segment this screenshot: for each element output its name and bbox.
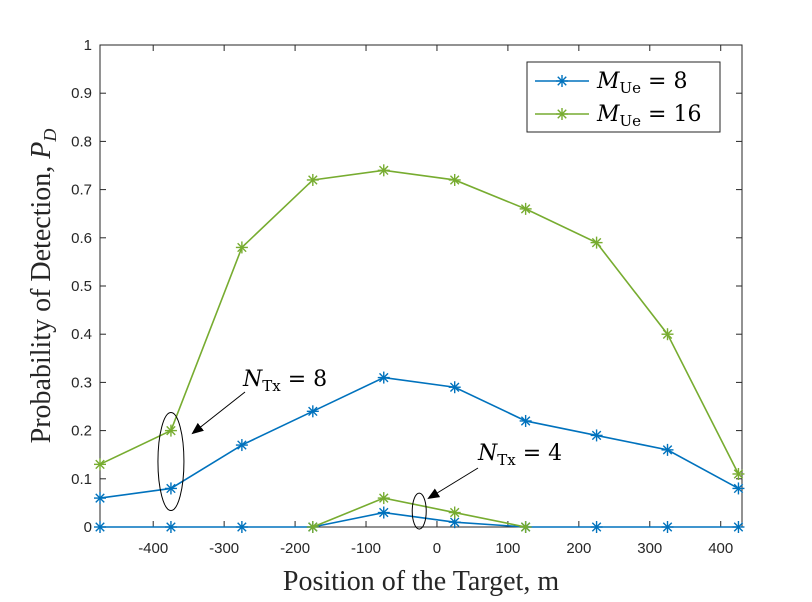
y-tick-label: 1 bbox=[84, 37, 92, 54]
x-tick-label: 0 bbox=[433, 540, 441, 557]
x-tick-label: 400 bbox=[708, 540, 733, 557]
data-point bbox=[164, 521, 177, 533]
data-point bbox=[94, 458, 106, 471]
legend-label: MUe = 8 bbox=[596, 69, 687, 97]
legend-label: MUe = 16 bbox=[596, 102, 701, 130]
x-tick-label: -100 bbox=[351, 540, 381, 557]
data-point bbox=[556, 108, 568, 120]
data-point bbox=[448, 173, 461, 186]
data-point bbox=[448, 381, 461, 394]
data-point bbox=[94, 492, 106, 505]
series-1 bbox=[94, 371, 745, 533]
data-point bbox=[306, 405, 319, 418]
data-point bbox=[590, 429, 603, 442]
data-point bbox=[661, 521, 674, 533]
series-line bbox=[312, 497, 526, 528]
x-tick-label: -400 bbox=[138, 540, 168, 557]
data-point bbox=[732, 482, 745, 495]
legend-items: MUe = 8 MUe = 16 bbox=[535, 69, 701, 130]
data-point bbox=[164, 482, 177, 495]
data-point bbox=[377, 492, 390, 505]
y-tick-label: 0.5 bbox=[71, 278, 92, 295]
data-point bbox=[661, 328, 674, 341]
data-point bbox=[519, 521, 532, 533]
series-line bbox=[99, 376, 739, 499]
series-layer bbox=[94, 164, 745, 533]
y-tick-label: 0.2 bbox=[71, 423, 92, 440]
data-point bbox=[732, 521, 745, 533]
y-tick-label: 0.4 bbox=[71, 326, 92, 343]
data-point bbox=[448, 506, 461, 519]
data-point bbox=[590, 521, 603, 533]
series-2 bbox=[94, 164, 745, 533]
data-point bbox=[448, 516, 461, 529]
annotation-label: NTx = 8 bbox=[242, 367, 327, 395]
annotation-2: NTx = 4 bbox=[411, 441, 562, 530]
data-point bbox=[377, 371, 390, 384]
axis-ticks bbox=[100, 44, 742, 528]
annotation-1: NTx = 8 bbox=[157, 367, 327, 512]
data-point bbox=[519, 414, 532, 427]
data-point bbox=[377, 506, 390, 519]
legend-item: MUe = 8 bbox=[535, 69, 687, 97]
annotation-ellipse bbox=[411, 492, 427, 530]
y-axis-title: Probability of Detection, PD bbox=[26, 129, 60, 444]
annotation-ellipse bbox=[157, 412, 185, 512]
y-tick-label: 0.3 bbox=[71, 374, 92, 391]
y-tick-label: 0.1 bbox=[71, 471, 92, 488]
data-point bbox=[164, 424, 177, 437]
y-axis-title-symbol: P bbox=[26, 142, 57, 160]
data-point bbox=[556, 75, 568, 87]
x-tick-label: 100 bbox=[495, 540, 520, 557]
legend: MUe = 8 MUe = 16 bbox=[526, 61, 721, 133]
data-point bbox=[235, 439, 248, 452]
data-point bbox=[235, 521, 248, 533]
data-point bbox=[306, 173, 319, 186]
y-axis-title-subscript: D bbox=[40, 129, 60, 143]
data-point bbox=[590, 236, 603, 249]
y-tick-label: 0.6 bbox=[71, 230, 92, 247]
x-tick-label: 300 bbox=[637, 540, 662, 557]
data-point bbox=[306, 521, 319, 533]
y-tick-label: 0.8 bbox=[71, 133, 92, 150]
annotation-label: NTx = 4 bbox=[477, 441, 562, 469]
tick-labels: -400 -300 -200 -100 0 100 200 300 400 0 0.1 0.2 0.3 0… bbox=[71, 37, 733, 557]
annotation-arrow bbox=[427, 467, 479, 500]
legend-box bbox=[526, 61, 721, 133]
y-tick-label: 0 bbox=[84, 519, 92, 536]
legend-item: MUe = 16 bbox=[535, 102, 701, 130]
annotation-arrow bbox=[191, 391, 246, 435]
x-tick-label: 200 bbox=[566, 540, 591, 557]
series-line bbox=[99, 169, 740, 475]
data-point bbox=[732, 467, 745, 480]
y-tick-label: 0.7 bbox=[71, 182, 92, 199]
data-point bbox=[377, 164, 390, 177]
data-point bbox=[519, 202, 532, 215]
y-axis-title-text: Probability of Detection, bbox=[26, 159, 57, 444]
data-point bbox=[661, 443, 674, 456]
data-point bbox=[235, 241, 248, 254]
y-tick-label: 0.9 bbox=[71, 85, 92, 102]
series-line bbox=[100, 511, 739, 528]
annotation-layer: NTx = 8 NTx = 4 bbox=[157, 367, 562, 530]
data-point bbox=[94, 521, 106, 533]
x-tick-label: -200 bbox=[280, 540, 310, 557]
x-axis-title: Position of the Target, m bbox=[283, 566, 559, 597]
x-tick-label: -300 bbox=[209, 540, 239, 557]
